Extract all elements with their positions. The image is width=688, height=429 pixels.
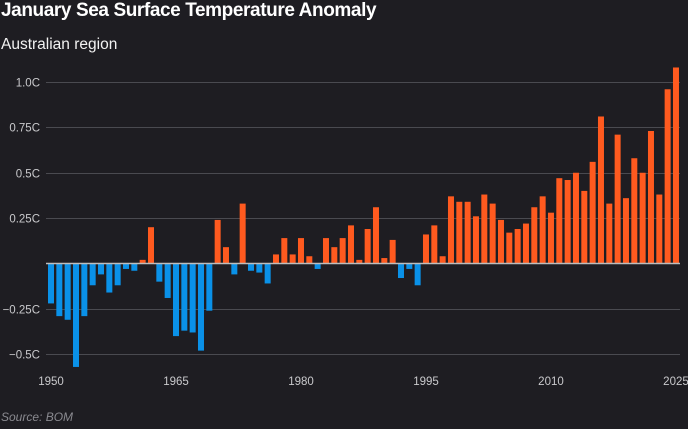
x-tick-label: 2010 [538, 376, 564, 388]
bar-1978 [281, 238, 288, 264]
bar-1968 [197, 263, 204, 351]
x-axis-ticks: 1950 1965 1980 1995 2010 2025 [38, 376, 688, 388]
x-tick-label: 1995 [413, 376, 439, 388]
y-axis-ticks: 1.0C 0.75C 0.5C 0.25C −0.25C −0.5C [3, 78, 40, 362]
bar-2022 [647, 131, 654, 264]
bar-2012 [564, 180, 571, 264]
bar-1953 [73, 263, 79, 367]
bar-1994 [414, 263, 421, 286]
bar-2002 [481, 194, 488, 264]
bar-1962 [148, 227, 154, 264]
bar-1979 [289, 254, 296, 264]
bar-1980 [297, 238, 304, 264]
bars [48, 67, 679, 367]
bar-1951 [56, 263, 63, 317]
chart-title: January Sea Surface Temperature Anomaly [1, 0, 377, 21]
bar-2008 [531, 207, 538, 264]
bar-1993 [406, 263, 413, 269]
bar-1983 [322, 238, 329, 264]
y-tick-label: 0.5C [16, 169, 40, 181]
bar-2024 [664, 89, 671, 264]
bar-1981 [306, 256, 313, 264]
y-tick-label: 1.0C [16, 78, 40, 90]
bar-2023 [656, 194, 663, 264]
bar-1982 [314, 263, 321, 269]
bar-1967 [189, 263, 196, 333]
chart-subtitle: Australian region [1, 36, 118, 53]
source-note: Source: BOM [1, 410, 74, 424]
bar-2014 [581, 190, 588, 264]
bar-1990 [381, 258, 388, 264]
bar-2025 [672, 67, 679, 264]
bar-2001 [472, 216, 479, 264]
bar-1952 [64, 263, 71, 320]
bar-2021 [639, 172, 646, 264]
bar-2010 [547, 212, 554, 264]
bar-1999 [456, 201, 463, 264]
bar-2003 [489, 203, 496, 264]
bar-2017 [606, 203, 613, 264]
bar-1976 [264, 263, 271, 284]
bar-1985 [339, 238, 346, 264]
bar-1959 [123, 263, 129, 269]
bar-1996 [431, 225, 438, 264]
bar-1997 [439, 256, 446, 264]
bar-1992 [397, 263, 404, 279]
y-tick-label: 0.75C [9, 123, 40, 135]
bar-1956 [98, 263, 104, 275]
bar-2016 [597, 116, 604, 264]
bar-1963 [156, 263, 163, 282]
bar-1966 [181, 263, 188, 331]
bar-2007 [522, 223, 529, 264]
bar-1987 [356, 259, 363, 264]
bar-1995 [422, 234, 429, 264]
x-tick-label: 1980 [288, 376, 314, 388]
bar-1960 [131, 263, 138, 271]
bar-1971 [222, 247, 229, 264]
bar-1950 [48, 263, 54, 304]
bar-2005 [506, 232, 513, 264]
bar-1970 [214, 219, 221, 264]
x-tick-label: 2025 [663, 376, 688, 388]
bar-1954 [81, 263, 88, 317]
bar-1969 [206, 263, 213, 311]
bar-2004 [497, 219, 504, 264]
bar-2011 [556, 178, 563, 264]
bar-2000 [464, 201, 471, 264]
x-tick-label: 1965 [163, 376, 189, 388]
bar-2019 [622, 198, 629, 264]
bar-2015 [589, 161, 596, 264]
bar-1973 [239, 203, 246, 264]
bar-1955 [89, 263, 96, 286]
bar-1972 [231, 263, 238, 275]
bar-1984 [331, 247, 338, 264]
y-tick-label: −0.25C [3, 305, 40, 317]
bar-2013 [572, 172, 579, 264]
bar-2006 [514, 229, 521, 264]
bar-1957 [106, 263, 113, 293]
bar-1965 [173, 263, 179, 337]
bar-2020 [631, 158, 638, 264]
bar-1975 [256, 263, 263, 273]
bar-2009 [539, 196, 546, 264]
bar-1991 [389, 239, 396, 264]
bar-1998 [447, 196, 454, 264]
bar-1958 [114, 263, 121, 286]
x-tick-label: 1950 [38, 376, 64, 388]
bar-1961 [139, 259, 146, 264]
bar-1986 [347, 225, 354, 264]
bar-1974 [247, 263, 254, 271]
bar-1989 [372, 207, 379, 264]
y-tick-label: 0.25C [9, 214, 40, 226]
bar-1964 [164, 263, 171, 298]
bar-2018 [614, 134, 621, 264]
bar-1988 [364, 229, 371, 264]
y-tick-label: −0.5C [9, 350, 40, 362]
bar-1977 [272, 254, 279, 264]
